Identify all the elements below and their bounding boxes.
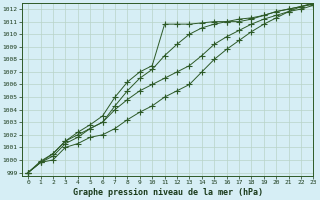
X-axis label: Graphe pression niveau de la mer (hPa): Graphe pression niveau de la mer (hPa) <box>73 188 263 197</box>
